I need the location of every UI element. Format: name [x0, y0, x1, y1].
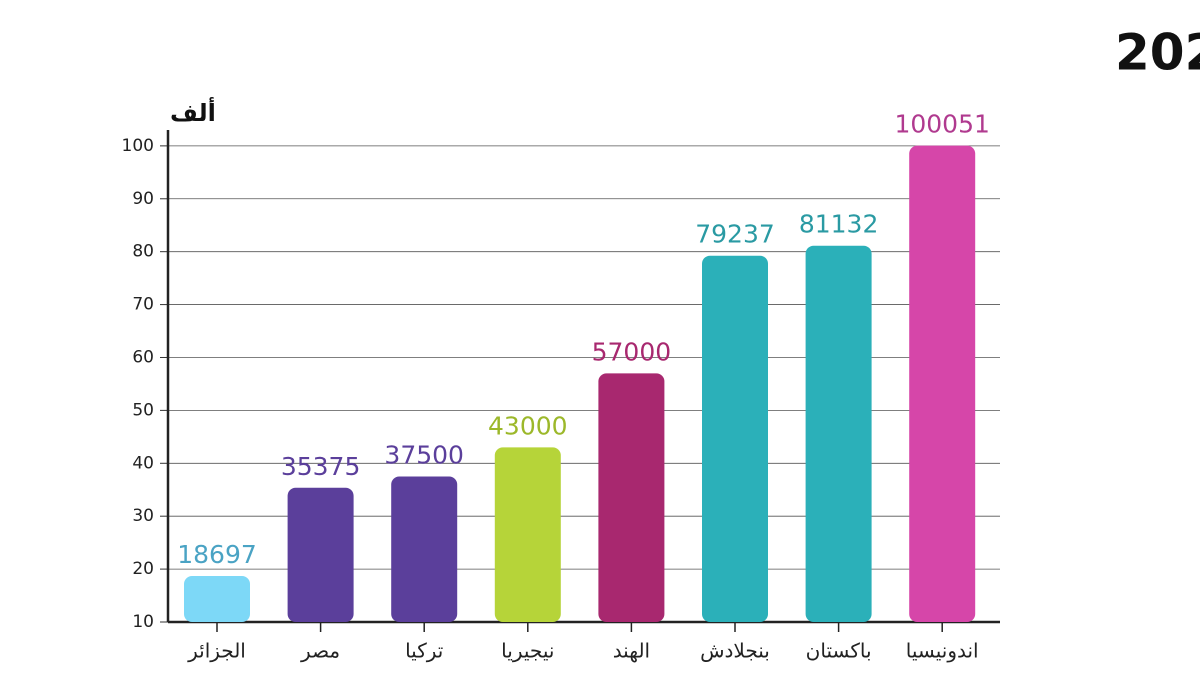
data-label: 57000	[592, 337, 672, 366]
bar	[805, 245, 872, 622]
bar	[909, 145, 976, 622]
y-tick-label: 100	[122, 136, 154, 156]
y-tick-label: 80	[132, 242, 154, 262]
data-label: 35375	[281, 452, 361, 481]
x-tick-label: بنجلادش	[700, 639, 770, 663]
data-label: 37500	[384, 441, 464, 470]
y-tick-label: 50	[132, 400, 154, 420]
y-tick-label: 70	[132, 295, 154, 315]
chart-title: عدد التأشيرات لموسم الحج 1443-2022	[1115, 20, 1200, 83]
bar	[702, 255, 768, 622]
data-label: 18697	[177, 540, 257, 569]
y-tick-label: 40	[132, 453, 154, 473]
y-tick-label: 90	[132, 189, 154, 209]
x-tick-label: باكستان	[806, 639, 872, 663]
x-tick-label: اندونيسيا	[906, 639, 979, 663]
y-tick-label: 60	[132, 347, 154, 367]
bar	[287, 487, 354, 622]
y-axis-label: ألف	[170, 97, 216, 127]
x-tick-label: نيجيريا	[501, 639, 554, 663]
x-tick-label: الهند	[613, 639, 650, 663]
data-label: 81132	[799, 210, 879, 239]
bar	[391, 476, 458, 622]
x-tick-label: الجزائر	[187, 639, 246, 663]
y-tick-label: 10	[132, 612, 154, 632]
data-label: 100051	[894, 110, 989, 139]
bar	[184, 575, 250, 622]
bar	[598, 373, 665, 622]
bar	[494, 447, 561, 622]
x-tick-label: مصر	[300, 639, 340, 663]
data-label: 79237	[695, 220, 775, 249]
x-tick-label: تركيا	[405, 639, 443, 663]
data-label: 43000	[488, 411, 568, 440]
y-tick-label: 20	[132, 559, 154, 579]
y-tick-label: 30	[132, 506, 154, 526]
